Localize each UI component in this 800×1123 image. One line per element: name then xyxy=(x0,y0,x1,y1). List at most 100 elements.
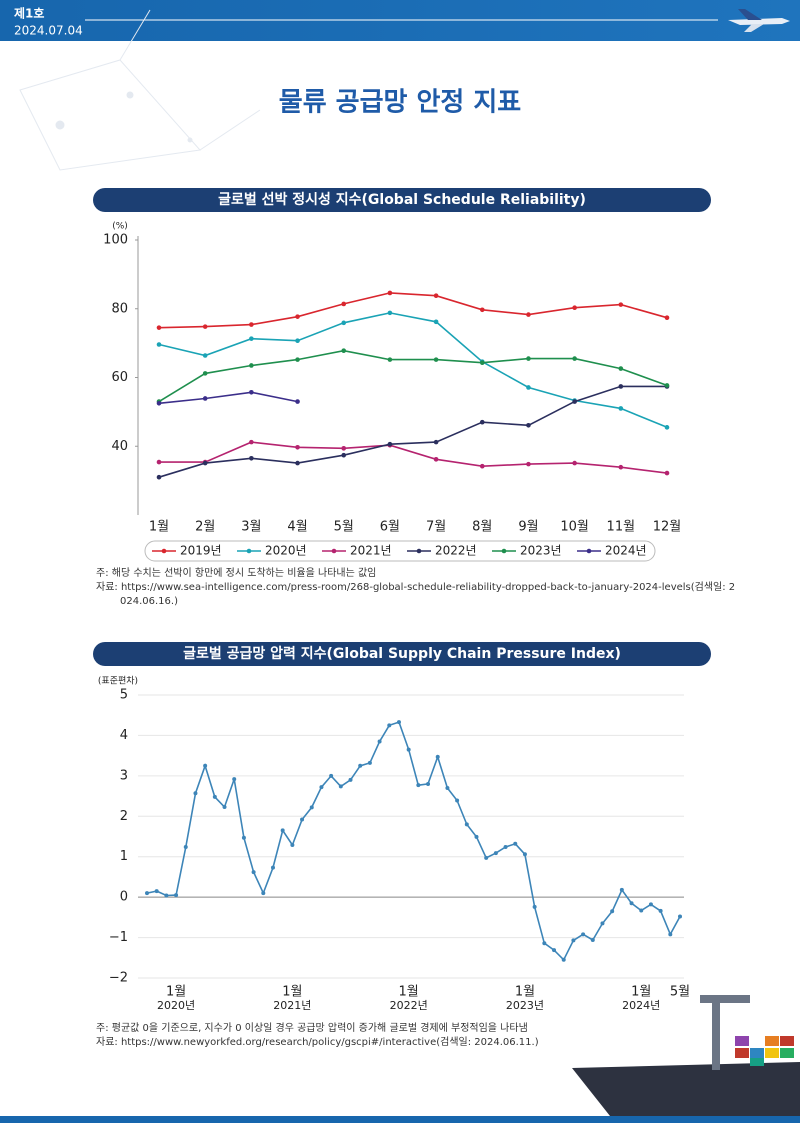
data-point xyxy=(572,460,577,466)
y-tick-label: 100 xyxy=(103,233,128,248)
data-point xyxy=(561,957,566,962)
data-point xyxy=(387,357,393,362)
x-tick-label: 5월 xyxy=(334,520,354,535)
legend-box xyxy=(144,540,656,562)
data-point xyxy=(341,446,347,451)
data-point xyxy=(202,353,208,358)
data-point xyxy=(433,293,439,298)
legend-label: 2024년 xyxy=(605,544,647,558)
ship-illustration xyxy=(572,995,800,1116)
y-axis-label: (표준편차) xyxy=(98,675,138,687)
legend-label: 2023년 xyxy=(520,544,562,558)
x-tick-label: 1월 xyxy=(149,520,169,535)
data-point xyxy=(358,763,363,768)
y-tick-label: 0 xyxy=(120,890,128,905)
data-point xyxy=(183,845,188,850)
data-point xyxy=(572,356,577,361)
x-tick-label: 12월 xyxy=(653,520,682,535)
data-point xyxy=(464,822,469,827)
data-point xyxy=(202,324,208,329)
data-point xyxy=(493,851,498,856)
legend-marker xyxy=(161,548,167,554)
data-point xyxy=(212,794,217,799)
data-point xyxy=(387,290,393,296)
data-point xyxy=(433,319,439,325)
data-point xyxy=(552,948,557,953)
data-point xyxy=(249,363,254,368)
data-point xyxy=(526,356,531,361)
data-point xyxy=(249,322,254,327)
y-axis-label: (%) xyxy=(112,222,128,232)
data-point xyxy=(295,314,300,319)
legend-marker xyxy=(331,548,337,554)
data-point xyxy=(396,720,401,725)
data-point xyxy=(222,804,227,809)
data-point xyxy=(319,785,324,790)
data-point xyxy=(526,385,531,390)
data-point xyxy=(648,902,653,907)
y-tick-label: 4 xyxy=(120,728,128,743)
data-point xyxy=(295,357,300,362)
chart-title: 글로벌 공급망 압력 지수(Global Supply Chain Pressu… xyxy=(183,645,621,662)
data-point xyxy=(387,723,392,728)
background-pattern xyxy=(19,9,261,171)
data-point xyxy=(290,842,295,847)
data-point xyxy=(341,320,347,326)
data-point xyxy=(203,763,208,768)
x-tick-label: 3월 xyxy=(241,520,261,535)
data-point xyxy=(678,914,682,919)
data-point xyxy=(377,739,382,744)
date: 2024.07.04 xyxy=(14,24,83,38)
data-point xyxy=(270,865,275,870)
data-point xyxy=(416,783,421,788)
x-tick-label: 8월 xyxy=(472,520,492,535)
data-point xyxy=(479,463,485,469)
data-point xyxy=(174,893,179,898)
legend-marker xyxy=(246,548,252,554)
data-point xyxy=(249,455,254,461)
data-point xyxy=(156,459,162,465)
data-point xyxy=(433,439,439,445)
data-point xyxy=(232,777,237,782)
legend-label: 2022년 xyxy=(435,544,477,558)
data-point xyxy=(664,470,670,476)
data-point xyxy=(156,342,162,347)
data-point xyxy=(406,747,411,752)
x-tick-year: 2023년 xyxy=(506,999,544,1012)
data-point xyxy=(202,371,208,376)
x-tick-year: 2021년 xyxy=(273,999,311,1012)
data-point xyxy=(341,452,347,458)
note: 주: 해당 수치는 선박이 항만에 정시 도착하는 비율을 나타내는 값임 xyxy=(96,568,377,579)
page-title: 물류 공급망 안정 지표 xyxy=(279,88,522,118)
data-point xyxy=(618,384,624,389)
data-point xyxy=(522,852,527,857)
y-tick-label: −2 xyxy=(109,971,128,986)
data-point xyxy=(154,889,159,894)
data-point xyxy=(629,901,634,906)
data-point xyxy=(164,893,169,898)
data-point xyxy=(295,460,300,466)
y-tick-label: −1 xyxy=(109,930,128,945)
series-line xyxy=(159,441,668,474)
data-point xyxy=(261,891,266,896)
data-point xyxy=(445,785,450,790)
y-tick-label: 80 xyxy=(111,301,128,316)
data-point xyxy=(479,419,485,425)
data-point xyxy=(455,798,460,803)
data-point xyxy=(664,315,670,320)
data-point xyxy=(433,357,439,362)
data-point xyxy=(156,474,162,480)
y-tick-label: 60 xyxy=(111,370,128,385)
y-tick-label: 3 xyxy=(120,768,128,783)
data-point xyxy=(668,932,673,937)
data-point xyxy=(590,937,595,942)
data-point xyxy=(618,366,624,371)
data-point xyxy=(479,307,485,313)
note: 자료: https://www.newyorkfed.org/research/… xyxy=(96,1037,539,1048)
data-point xyxy=(600,921,605,926)
issue: 제1호 xyxy=(14,7,44,21)
note: 주: 평균값 0을 기준으로, 지수가 0 이상일 경우 공급망 압력이 증가해… xyxy=(96,1023,528,1034)
data-point xyxy=(309,805,314,810)
data-point xyxy=(280,828,285,833)
